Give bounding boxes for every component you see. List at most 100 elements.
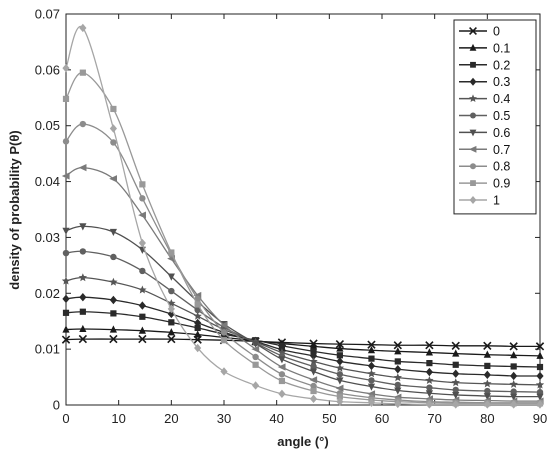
data-point	[168, 249, 175, 256]
legend-marker	[469, 145, 477, 153]
data-point	[219, 321, 228, 329]
data-point	[452, 391, 460, 400]
data-point	[510, 363, 517, 370]
data-point	[110, 139, 117, 146]
data-point	[484, 362, 491, 369]
legend-entry: 0.7	[493, 143, 510, 157]
data-point	[536, 363, 544, 371]
data-point	[278, 389, 286, 399]
x-tick-label: 60	[375, 411, 389, 426]
data-point	[194, 324, 201, 332]
legend-entry: 0.1	[493, 41, 510, 55]
series-0.6	[62, 223, 544, 401]
data-point	[483, 393, 491, 401]
data-point	[310, 387, 317, 395]
data-point	[535, 342, 545, 351]
x-tick-label: 30	[217, 411, 231, 426]
data-point	[62, 227, 70, 235]
data-point	[510, 351, 518, 359]
data-point	[367, 346, 376, 354]
legend-entry: 0.5	[493, 109, 510, 123]
y-tick-label: 0.01	[35, 342, 60, 357]
data-point	[110, 105, 117, 113]
data-point	[394, 387, 402, 395]
data-point	[61, 335, 71, 344]
data-point	[367, 383, 376, 391]
data-point	[110, 310, 117, 317]
data-point	[509, 379, 518, 388]
legend-marker	[470, 112, 476, 119]
x-tick-label: 80	[480, 411, 494, 426]
data-point	[79, 292, 87, 302]
data-point	[194, 301, 201, 308]
legend-marker	[469, 77, 477, 86]
data-point	[62, 294, 70, 304]
data-point	[425, 348, 433, 356]
data-point	[510, 371, 518, 381]
data-point	[336, 344, 344, 352]
legend-marker	[469, 129, 477, 137]
data-point	[167, 328, 175, 336]
data-point	[336, 377, 344, 385]
data-point	[194, 306, 201, 314]
data-point	[193, 311, 202, 320]
data-point	[62, 249, 70, 257]
data-point	[252, 353, 259, 361]
legend-entry: 1	[493, 194, 500, 208]
data-point	[138, 285, 147, 294]
data-point	[109, 124, 117, 133]
data-point	[138, 301, 146, 310]
data-point	[394, 381, 401, 389]
data-point	[394, 358, 401, 365]
series-layer	[61, 23, 545, 409]
data-point	[452, 369, 460, 378]
data-point	[139, 195, 146, 202]
data-point	[138, 238, 146, 248]
data-point	[336, 371, 344, 378]
legend-marker	[469, 94, 477, 102]
data-point	[310, 363, 317, 370]
x-tick-label: 70	[427, 411, 441, 426]
data-point	[220, 329, 228, 336]
y-tick-label: 0.03	[35, 230, 60, 245]
series-line	[65, 328, 541, 357]
data-point	[109, 175, 117, 183]
legend-marker	[470, 163, 476, 170]
data-point	[220, 337, 228, 344]
data-point	[484, 387, 491, 395]
y-axis-label: density of probability P(θ)	[7, 130, 22, 289]
data-point	[110, 253, 117, 261]
series-1	[62, 23, 544, 409]
data-point	[426, 384, 433, 391]
legend-entry: 0.8	[493, 160, 510, 174]
data-point	[277, 363, 286, 371]
data-point	[536, 400, 544, 409]
legend-entry: 0.6	[493, 126, 510, 140]
data-point	[336, 397, 344, 406]
data-point	[393, 341, 402, 350]
data-point	[61, 276, 71, 285]
data-point	[220, 367, 228, 376]
data-point	[168, 287, 175, 295]
data-point	[79, 324, 87, 333]
data-point	[278, 377, 286, 385]
legend-marker	[469, 196, 477, 204]
data-point	[483, 350, 491, 358]
data-point	[452, 349, 460, 357]
data-point	[167, 304, 175, 314]
y-tick-label: 0.04	[35, 174, 60, 189]
data-point	[425, 341, 434, 350]
series-0.1	[62, 324, 544, 359]
data-point	[62, 138, 70, 145]
series-0.5	[62, 248, 544, 396]
y-tick-label: 0.06	[35, 62, 60, 77]
data-point	[536, 351, 544, 359]
data-point	[483, 379, 492, 388]
legend-marker	[470, 61, 476, 68]
data-point	[510, 400, 518, 409]
data-point	[278, 356, 286, 364]
data-point	[61, 172, 70, 180]
legend-entry: 0.4	[493, 92, 510, 106]
data-point	[168, 319, 175, 326]
